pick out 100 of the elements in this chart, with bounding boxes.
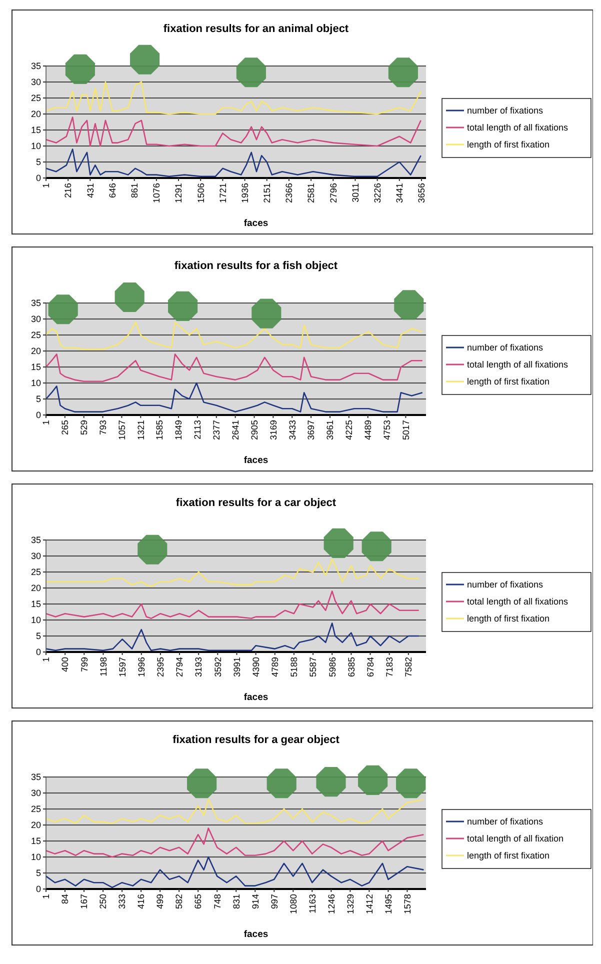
x-tick-label: 1 [41,894,52,900]
x-tick-label: 2151 [262,183,272,204]
y-tick-label: 25 [30,93,41,104]
x-tick-label: 3991 [232,657,242,678]
legend-label: length of first fixation [467,850,550,861]
legend-label: total length of all fixations [467,122,569,133]
line-series [45,382,424,412]
x-tick-label: 831 [231,894,242,910]
x-tick-label: 4489 [362,420,373,440]
x-tick-label: 1329 [345,894,356,914]
x-tick-label: 3011 [350,183,360,202]
y-tick-label: 15 [30,125,41,136]
y-tick-label: 5 [36,394,41,404]
x-tick-label: 1 [41,183,52,188]
legend-label: number of fixations [467,580,544,590]
legend-label: length of first fixation [467,614,550,624]
y-tick-label: 25 [30,804,41,814]
x-tick-label: 4225 [344,420,354,440]
x-tick-label: 1080 [288,894,298,914]
x-tick-label: 84 [60,894,70,904]
x-tick-label: 1597 [117,657,128,678]
x-tick-label: 2794 [174,657,185,678]
x-tick-label: 1321 [136,420,146,440]
y-tick-label: 0 [36,410,41,420]
x-tick-label: 529 [79,420,90,436]
legend-label: total length of all fixation [467,834,564,844]
x-tick-label: 416 [136,894,146,910]
y-tick-label: 35 [30,535,41,546]
legend-label: total length of all fixations [467,596,569,607]
x-tick-label: 1057 [116,420,127,440]
x-tick-label: 4753 [382,420,392,440]
y-tick-label: 35 [30,61,41,72]
legend-label: length of first fixation [467,140,550,150]
x-tick-label: 1163 [307,894,318,914]
x-tick-label: 4789 [270,657,280,678]
line-series [45,590,420,620]
line-series [45,354,424,382]
line-series [45,148,422,178]
x-tick-label: 997 [269,894,280,910]
y-tick-label: 20 [30,346,41,356]
x-tick-label: 1495 [383,894,394,914]
x-tick-label: 3961 [325,420,336,440]
y-tick-label: 5 [36,868,41,878]
x-tick-label: 748 [212,894,222,910]
chart-title: fixation results for an animal object [163,23,349,35]
y-tick-label: 10 [30,615,41,626]
x-tick-label: 7582 [404,657,414,678]
line-series [45,322,424,350]
x-tick-label: 5587 [308,657,318,678]
x-tick-label: 914 [250,894,260,910]
x-tick-label: 1 [41,420,52,426]
x-tick-label: 6385 [346,657,356,678]
y-tick-label: 35 [30,772,41,782]
x-tick-label: 793 [98,420,108,436]
y-tick-label: 30 [30,551,41,562]
y-tick-label: 5 [36,157,41,168]
x-tick-label: 3433 [287,420,298,440]
chart-title: fixation results for a fish object [174,260,338,272]
y-tick-label: 25 [30,567,41,578]
y-tick-label: 0 [36,884,41,894]
x-axis-title: faces [244,218,268,229]
x-tick-label: 2395 [156,657,166,678]
y-tick-label: 35 [30,298,41,308]
x-tick-label: 3226 [372,183,382,204]
y-tick-label: 20 [30,820,41,830]
legend-label: length of first fixation [467,376,550,387]
x-tick-label: 1996 [136,657,147,678]
y-tick-label: 0 [36,647,41,658]
x-tick-label: 1412 [364,894,374,914]
x-tick-label: 1849 [174,420,184,440]
legend-label: total length of all fixations [467,360,569,370]
x-tick-label: 3592 [212,657,223,678]
line-series [45,622,420,652]
x-axis-title: faces [244,929,268,940]
y-tick-label: 15 [30,599,41,610]
line-series [45,828,424,858]
x-tick-label: 5017 [400,420,411,440]
y-tick-label: 0 [36,173,41,184]
x-tick-label: 1578 [402,894,412,914]
y-tick-label: 10 [30,852,41,862]
x-tick-label: 1291 [174,183,184,204]
x-axis-title: faces [244,455,268,466]
y-tick-label: 10 [30,141,41,152]
line-series [45,116,422,147]
x-tick-label: 1198 [98,657,108,676]
line-series [45,856,424,888]
x-tick-label: 3697 [306,420,316,440]
y-tick-label: 10 [30,378,41,388]
x-tick-label: 582 [174,894,184,910]
x-tick-label: 1721 [218,183,228,204]
x-tick-label: 3169 [268,420,278,440]
x-tick-label: 250 [98,894,108,910]
x-tick-label: 1246 [326,894,336,914]
x-tick-label: 5188 [289,657,300,678]
y-tick-label: 30 [30,788,41,798]
x-tick-label: 265 [60,420,70,436]
x-tick-label: 1 [41,657,52,662]
x-tick-label: 5986 [327,657,338,678]
y-tick-label: 30 [30,77,41,88]
x-tick-label: 2113 [192,420,203,440]
